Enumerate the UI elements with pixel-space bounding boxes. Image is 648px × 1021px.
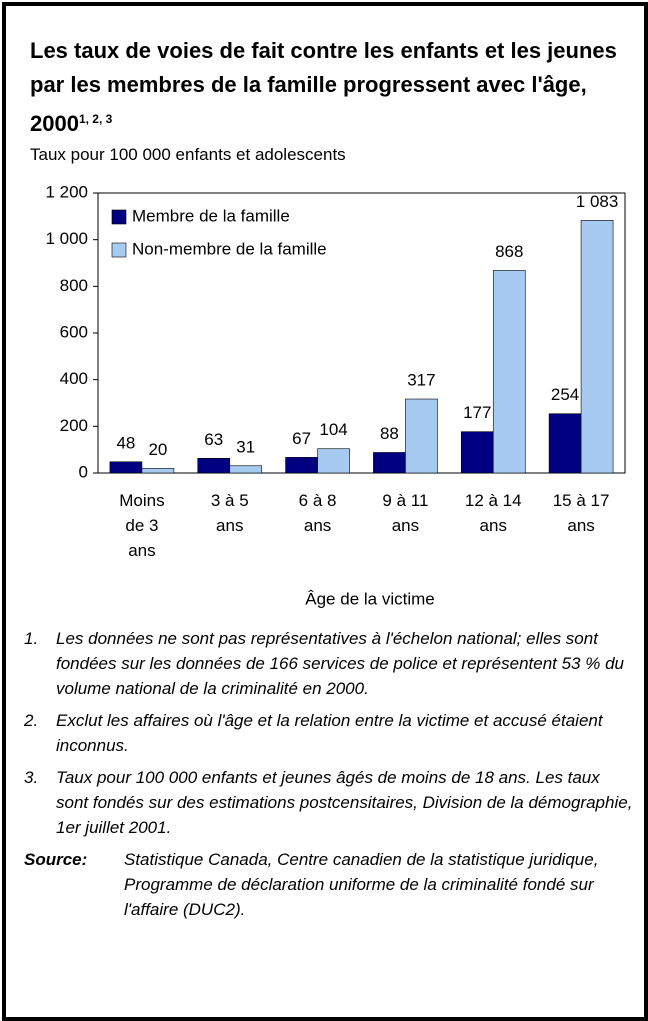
bar — [580, 220, 614, 474]
bar — [285, 457, 318, 474]
legend-label: Membre de la famille — [132, 206, 290, 225]
value-label: 317 — [407, 371, 435, 390]
footnote-text: Exclut les affaires où l'âge et la relat… — [56, 711, 603, 755]
y-tick-label: 600 — [60, 322, 88, 341]
y-tick-label: 1 200 — [45, 182, 88, 201]
footnote-text: Les données ne sont pas représentatives … — [56, 629, 624, 698]
bar — [229, 465, 263, 474]
value-label: 88 — [380, 424, 399, 443]
x-tick-label: 12 à 14 ans — [464, 491, 522, 535]
bar — [492, 270, 526, 474]
y-tick-label: 1 000 — [45, 229, 88, 248]
x-axis-label: Âge de la victime — [305, 589, 434, 608]
source-text: Statistique Canada, Centre canadien de l… — [124, 850, 599, 919]
source: Source: Statistique Canada, Centre canadi… — [24, 847, 636, 922]
bar — [373, 452, 406, 474]
bar — [460, 431, 494, 474]
footnote-marker: 2. — [24, 711, 39, 730]
legend-swatch — [111, 209, 127, 225]
chart-subtitle: Taux pour 100 000 enfants et adolescents — [30, 145, 346, 164]
value-label: 254 — [551, 385, 579, 404]
value-label: 48 — [116, 433, 135, 452]
chart-title: Les taux de voies de fait contre les enf… — [30, 34, 630, 141]
footnote-marker: 3. — [24, 768, 39, 787]
legend-swatch — [111, 242, 127, 258]
bar — [548, 413, 582, 474]
bar — [109, 461, 143, 474]
value-label: 20 — [148, 440, 167, 459]
x-tick-label: 6 à 8 ans — [298, 491, 337, 535]
x-tick-label: Moins de 3 ans — [119, 491, 165, 560]
y-tick-label: 400 — [60, 369, 88, 388]
x-tick-label: 9 à 11 ans — [382, 491, 429, 535]
x-tick-label: 3 à 5 ans — [210, 491, 249, 535]
bar — [317, 448, 350, 474]
value-label: 177 — [463, 403, 491, 422]
footnote: 3. Taux pour 100 000 enfants et jeunes âg… — [24, 765, 636, 840]
bar — [197, 457, 231, 474]
title-superscript: 1, 2, 3 — [78, 112, 113, 126]
footnote-text: Taux pour 100 000 enfants et jeunes âgés… — [56, 768, 633, 837]
value-label: 1 083 — [576, 192, 619, 211]
legend-label: Non-membre de la famille — [132, 239, 327, 258]
title-text: Les taux de voies de fait contre les enf… — [30, 38, 617, 136]
y-tick-label: 0 — [79, 462, 88, 481]
value-label: 31 — [236, 437, 255, 456]
value-label: 104 — [319, 420, 347, 439]
footnote: 1. Les données ne sont pas représentative… — [24, 626, 636, 701]
footnote-marker: 1. — [24, 629, 39, 648]
y-tick-label: 200 — [60, 416, 88, 435]
plot-frame — [97, 192, 626, 474]
footnotes: 1. Les données ne sont pas représentative… — [24, 626, 636, 922]
value-label: 868 — [495, 242, 523, 261]
source-label: Source: — [24, 850, 88, 869]
value-label: 63 — [204, 430, 223, 449]
value-label: 67 — [292, 429, 311, 448]
bar — [405, 398, 438, 474]
y-tick-label: 800 — [60, 276, 88, 295]
x-tick-label: 15 à 17 ans — [552, 491, 610, 535]
bar — [141, 468, 175, 474]
footnote: 2. Exclut les affaires où l'âge et la rel… — [24, 708, 636, 758]
